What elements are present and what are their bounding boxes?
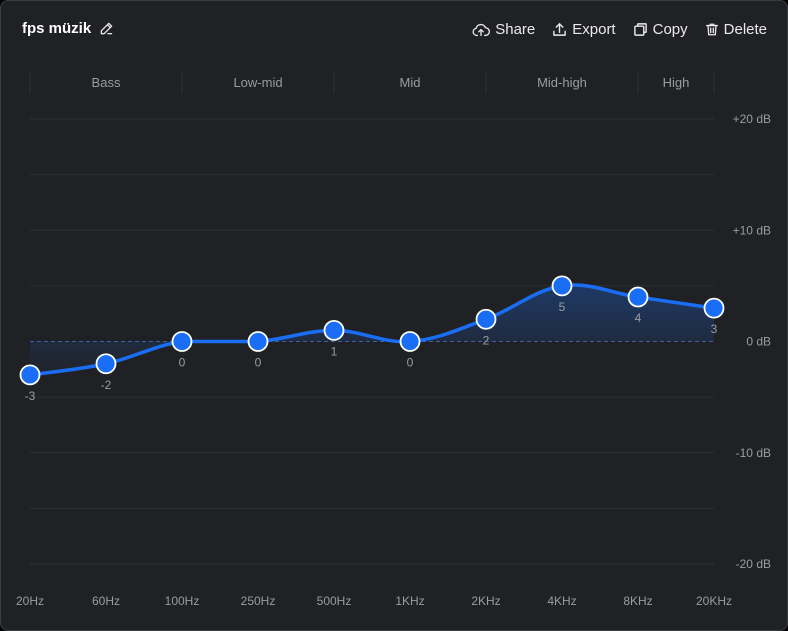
y-tick-label: +20 dB: [733, 112, 771, 126]
data-label: 2: [483, 333, 490, 347]
y-tick-label: +10 dB: [733, 223, 771, 237]
x-tick-label: 60Hz: [92, 594, 120, 608]
data-label: 4: [635, 311, 642, 325]
data-label: -2: [101, 378, 112, 392]
export-button[interactable]: Export: [552, 21, 616, 38]
preset-title: fps müzik: [22, 20, 92, 37]
eq-point-500hz[interactable]: [323, 319, 345, 341]
curve-area: [30, 285, 714, 375]
eq-point-100hz[interactable]: [171, 331, 193, 352]
trash-icon: [705, 23, 718, 36]
export-label: Export: [572, 21, 616, 38]
copy-label: Copy: [652, 21, 688, 38]
x-tick-label: 20Hz: [16, 594, 44, 608]
data-label: 0: [179, 356, 186, 370]
data-label: 5: [559, 300, 566, 314]
share-button[interactable]: Share: [472, 21, 535, 38]
export-icon: [553, 23, 567, 36]
data-label: -3: [25, 389, 36, 403]
eq-point-2khz[interactable]: [475, 308, 497, 330]
delete-button[interactable]: Delete: [705, 21, 767, 38]
y-tick-label: -10 dB: [736, 446, 771, 460]
band-label: Bass: [92, 75, 121, 90]
eq-point-8khz[interactable]: [627, 286, 649, 308]
eq-point-1khz[interactable]: [399, 331, 421, 352]
x-tick-label: 100Hz: [165, 594, 200, 608]
x-tick-label: 500Hz: [317, 594, 352, 608]
eq-curve: [28, 283, 716, 377]
x-tick-label: 8KHz: [623, 594, 652, 608]
toolbar: Share Export Copy Delete: [472, 21, 767, 38]
eq-point-250hz[interactable]: [247, 331, 269, 352]
cloud-upload-icon: [472, 23, 491, 36]
band-label: Mid: [400, 75, 421, 90]
pencil-icon[interactable]: [99, 21, 114, 36]
y-tick-label: 0 dB: [746, 335, 771, 349]
x-tick-label: 1KHz: [395, 594, 424, 608]
eq-point-60hz[interactable]: [95, 353, 117, 375]
data-label: 1: [331, 344, 338, 358]
data-label: 3: [711, 322, 718, 336]
band-label: High: [663, 75, 690, 90]
copy-icon: [633, 23, 647, 36]
eq-point-4khz[interactable]: [551, 275, 573, 297]
band-label: Low-mid: [233, 75, 282, 90]
eq-point-20hz[interactable]: [19, 364, 41, 386]
copy-button[interactable]: Copy: [633, 21, 688, 38]
x-tick-label: 20KHz: [696, 594, 732, 608]
data-label: 0: [407, 356, 414, 370]
share-label: Share: [495, 21, 536, 38]
header: fps müzik: [22, 20, 114, 37]
data-label: 0: [255, 356, 262, 370]
x-tick-label: 2KHz: [471, 594, 500, 608]
band-label: Mid-high: [537, 75, 587, 90]
x-tick-label: 4KHz: [547, 594, 576, 608]
delete-label: Delete: [723, 21, 767, 38]
y-tick-label: -20 dB: [736, 557, 771, 571]
x-tick-label: 250Hz: [241, 594, 276, 608]
eq-point-20khz[interactable]: [703, 297, 725, 319]
